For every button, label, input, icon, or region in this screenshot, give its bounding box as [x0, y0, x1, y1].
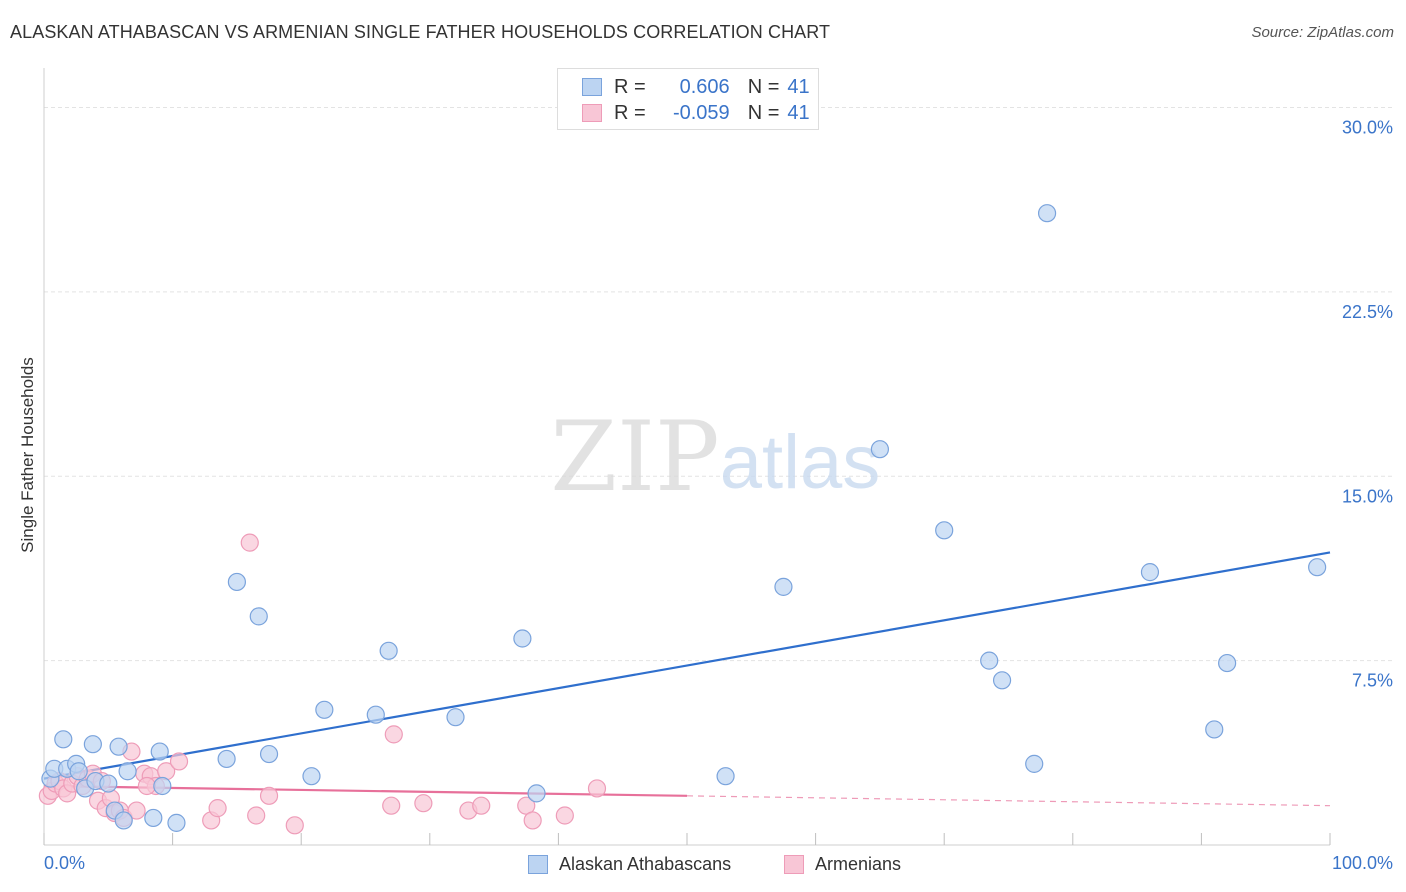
athabascan-point: [217, 749, 236, 769]
armenian-point: [384, 725, 403, 744]
stats-row-athabascan: R = 0.606 N = 41: [582, 74, 810, 100]
n-value: 41: [787, 75, 810, 98]
athabascan-point: [227, 572, 246, 592]
watermark-atlas: atlas: [720, 420, 881, 505]
n-label: N =: [747, 101, 780, 124]
y-tick-label: 7.5%: [1352, 671, 1393, 691]
athabascan-point: [1140, 563, 1160, 582]
athabascan-point: [144, 808, 163, 828]
chart-title: ALASKAN ATHABASCAN VS ARMENIAN SINGLE FA…: [10, 22, 831, 42]
athabascan-point: [153, 776, 172, 796]
n-label: N =: [747, 75, 780, 98]
legend-label-armenians: Armenians: [815, 853, 902, 874]
x-tick-label-min: 0.0%: [44, 853, 85, 873]
armenian-point: [472, 796, 491, 815]
athabascan-point: [167, 813, 186, 832]
stats-legend: R = 0.606 N = 41 R = -0.059 N = 41: [557, 68, 819, 130]
athabascan-point: [1218, 653, 1237, 673]
r-value: 0.606: [679, 75, 730, 98]
athabascan-point: [259, 744, 279, 764]
y-tick-label: 15.0%: [1342, 486, 1393, 506]
athabascan-point: [1308, 558, 1327, 577]
athabascan-point: [302, 767, 321, 786]
armenians-legend-swatch: [784, 854, 804, 874]
athabascan-swatch: [582, 78, 602, 96]
armenian-point: [414, 794, 433, 813]
armenian-swatch: [582, 104, 602, 122]
armenian-point: [240, 533, 259, 552]
athabascan-point: [935, 521, 954, 540]
legend-item-armenians[interactable]: Armenians: [784, 852, 901, 876]
armenian-point: [587, 779, 607, 798]
r-label: R =: [614, 101, 646, 124]
athabascan-point: [54, 730, 73, 749]
athabascan-point: [774, 577, 793, 596]
armenian-trend-line-extrapolated: [686, 795, 1331, 807]
athabascan-point: [109, 737, 128, 756]
armenian-point: [208, 799, 227, 818]
x-tick-label-max: 100.0%: [1332, 853, 1393, 873]
athabascan-point: [1037, 204, 1057, 223]
armenian-point: [285, 816, 304, 835]
athabascan-point: [249, 607, 268, 626]
r-label: R =: [614, 75, 646, 98]
legend-item-athabascans[interactable]: Alaskan Athabascans: [528, 852, 731, 876]
legend-label-athabascans: Alaskan Athabascans: [559, 853, 732, 874]
athabascan-point: [1025, 754, 1044, 773]
watermark-zip: ZIP: [550, 401, 719, 513]
athabascan-point: [870, 440, 890, 459]
athabascan-point: [513, 629, 532, 648]
armenian-point: [382, 796, 401, 815]
armenian-point: [555, 806, 574, 825]
athabascan-point: [366, 705, 385, 724]
athabascan-point: [83, 735, 102, 754]
stats-row-armenian: R = -0.059 N = 41: [582, 100, 810, 126]
athabascan-point: [446, 708, 465, 727]
n-value: 41: [787, 101, 810, 124]
athabascan-point: [69, 762, 88, 781]
armenian-point: [169, 752, 189, 771]
athabascan-point: [118, 762, 137, 781]
athabascan-point: [150, 742, 169, 761]
athabascans-legend-swatch: [528, 854, 548, 874]
armenian-point: [259, 786, 279, 805]
athabascan-point: [1205, 720, 1224, 739]
y-tick-label: 22.5%: [1342, 302, 1393, 322]
athabascan-point: [527, 784, 546, 803]
y-tick-label: 30.0%: [1342, 118, 1393, 138]
armenian-point: [127, 801, 146, 820]
athabascan-point: [716, 767, 735, 786]
source-label: Source: ZipAtlas.com: [1251, 24, 1394, 41]
athabascan-point: [315, 700, 334, 719]
athabascan-point: [992, 671, 1012, 690]
armenian-point: [137, 776, 156, 796]
athabascan-point: [980, 651, 999, 670]
armenian-point: [247, 806, 266, 825]
athabascan-point: [114, 811, 133, 830]
athabascan-point: [379, 641, 398, 660]
r-value: -0.059: [672, 101, 730, 124]
armenian-point: [523, 811, 542, 830]
athabascan-point: [99, 774, 118, 793]
athabascan-trend-line: [43, 551, 1331, 780]
